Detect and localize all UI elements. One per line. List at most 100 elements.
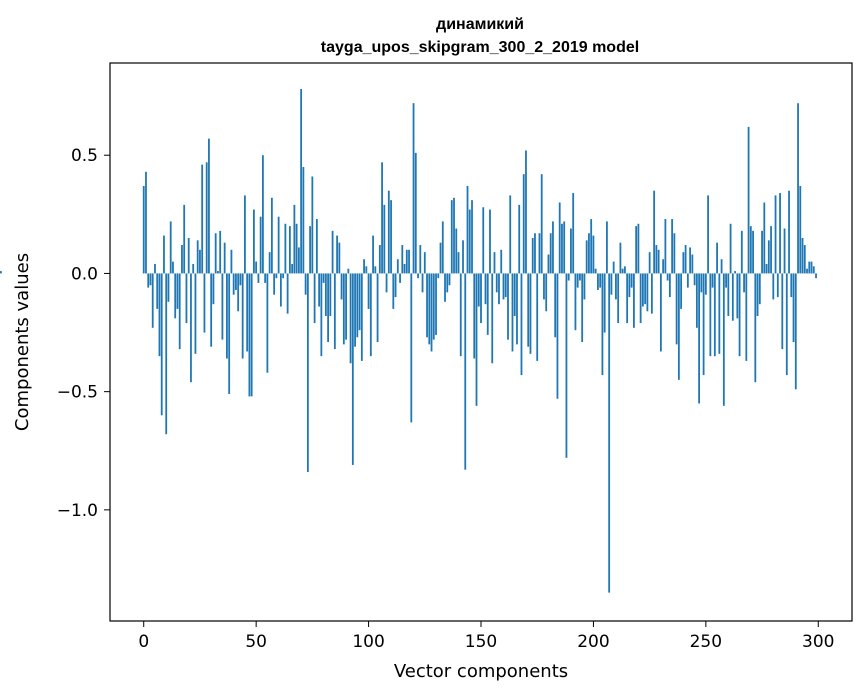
bar bbox=[579, 273, 581, 281]
bar bbox=[630, 273, 633, 288]
bar bbox=[455, 228, 458, 274]
bar bbox=[788, 190, 790, 274]
bar bbox=[745, 273, 748, 361]
bar bbox=[646, 273, 649, 312]
bar bbox=[619, 242, 622, 274]
bar bbox=[740, 230, 743, 274]
bar bbox=[412, 103, 415, 274]
bar bbox=[421, 273, 424, 293]
bar bbox=[668, 273, 671, 298]
bar bbox=[689, 247, 692, 274]
bar bbox=[716, 242, 718, 274]
bar bbox=[241, 273, 244, 359]
bar bbox=[797, 103, 799, 274]
bar bbox=[284, 223, 287, 274]
bar bbox=[770, 226, 772, 274]
bar bbox=[154, 263, 156, 274]
bar bbox=[489, 209, 491, 274]
bar bbox=[464, 273, 467, 470]
x-tick-label: 50 bbox=[245, 632, 267, 652]
bar bbox=[507, 273, 509, 340]
bar bbox=[365, 266, 368, 274]
bar bbox=[286, 273, 289, 314]
bar bbox=[401, 245, 404, 274]
bar bbox=[624, 266, 626, 274]
bar bbox=[504, 273, 507, 298]
bar bbox=[756, 273, 759, 316]
bar bbox=[763, 202, 766, 274]
bar bbox=[477, 273, 480, 307]
bar bbox=[695, 273, 698, 328]
bar bbox=[473, 273, 476, 359]
bar bbox=[659, 273, 662, 352]
bar bbox=[498, 273, 500, 305]
bars-group bbox=[0, 89, 817, 593]
bar bbox=[345, 273, 347, 340]
bar bbox=[686, 273, 689, 288]
bar bbox=[174, 273, 177, 319]
bar bbox=[315, 219, 318, 274]
bar bbox=[722, 273, 725, 406]
bar bbox=[538, 233, 541, 274]
bar bbox=[682, 252, 685, 274]
bar bbox=[446, 273, 449, 293]
bar bbox=[761, 230, 763, 274]
bar bbox=[219, 230, 222, 274]
bar bbox=[513, 273, 516, 316]
bar bbox=[606, 221, 608, 274]
bar bbox=[329, 273, 332, 316]
bar bbox=[354, 273, 356, 347]
bar bbox=[387, 190, 390, 274]
bar bbox=[522, 174, 525, 274]
bar bbox=[419, 245, 422, 274]
bar bbox=[212, 273, 215, 305]
bar bbox=[736, 273, 739, 319]
bar bbox=[275, 273, 278, 279]
bar bbox=[194, 273, 197, 354]
bar bbox=[390, 200, 392, 274]
bar bbox=[250, 273, 253, 397]
bar bbox=[657, 249, 660, 274]
bar bbox=[648, 252, 651, 274]
bar bbox=[781, 273, 784, 350]
bar bbox=[545, 273, 548, 312]
bar bbox=[369, 273, 372, 357]
bar bbox=[588, 233, 590, 274]
bar bbox=[475, 273, 478, 406]
bar bbox=[675, 273, 678, 345]
bar bbox=[810, 261, 813, 274]
bar bbox=[525, 150, 527, 274]
y-tick-label: 0.5 bbox=[71, 146, 98, 166]
bar bbox=[185, 273, 188, 324]
bar bbox=[356, 273, 359, 338]
bar bbox=[561, 223, 563, 274]
bar bbox=[333, 273, 336, 350]
bar bbox=[257, 273, 260, 283]
bar bbox=[363, 259, 365, 274]
bar bbox=[396, 259, 399, 274]
bar bbox=[453, 197, 455, 274]
bar bbox=[509, 195, 512, 274]
bar bbox=[0, 271, 2, 274]
bar bbox=[192, 263, 195, 274]
bar bbox=[468, 209, 471, 274]
bar bbox=[633, 273, 635, 328]
bar bbox=[320, 273, 323, 357]
bar bbox=[426, 273, 428, 338]
bar bbox=[610, 273, 613, 295]
bar bbox=[347, 268, 350, 274]
bar bbox=[448, 273, 451, 286]
bar bbox=[806, 268, 808, 274]
bar bbox=[673, 233, 676, 274]
bar bbox=[208, 138, 210, 274]
y-axis-label: Components values bbox=[12, 253, 33, 431]
bar bbox=[684, 245, 687, 274]
bar bbox=[700, 273, 703, 293]
bar bbox=[273, 273, 276, 295]
bar bbox=[349, 273, 352, 364]
bar bbox=[306, 273, 309, 473]
bar bbox=[262, 155, 264, 274]
bar bbox=[491, 273, 494, 364]
bar bbox=[567, 273, 570, 281]
bar bbox=[529, 273, 532, 354]
